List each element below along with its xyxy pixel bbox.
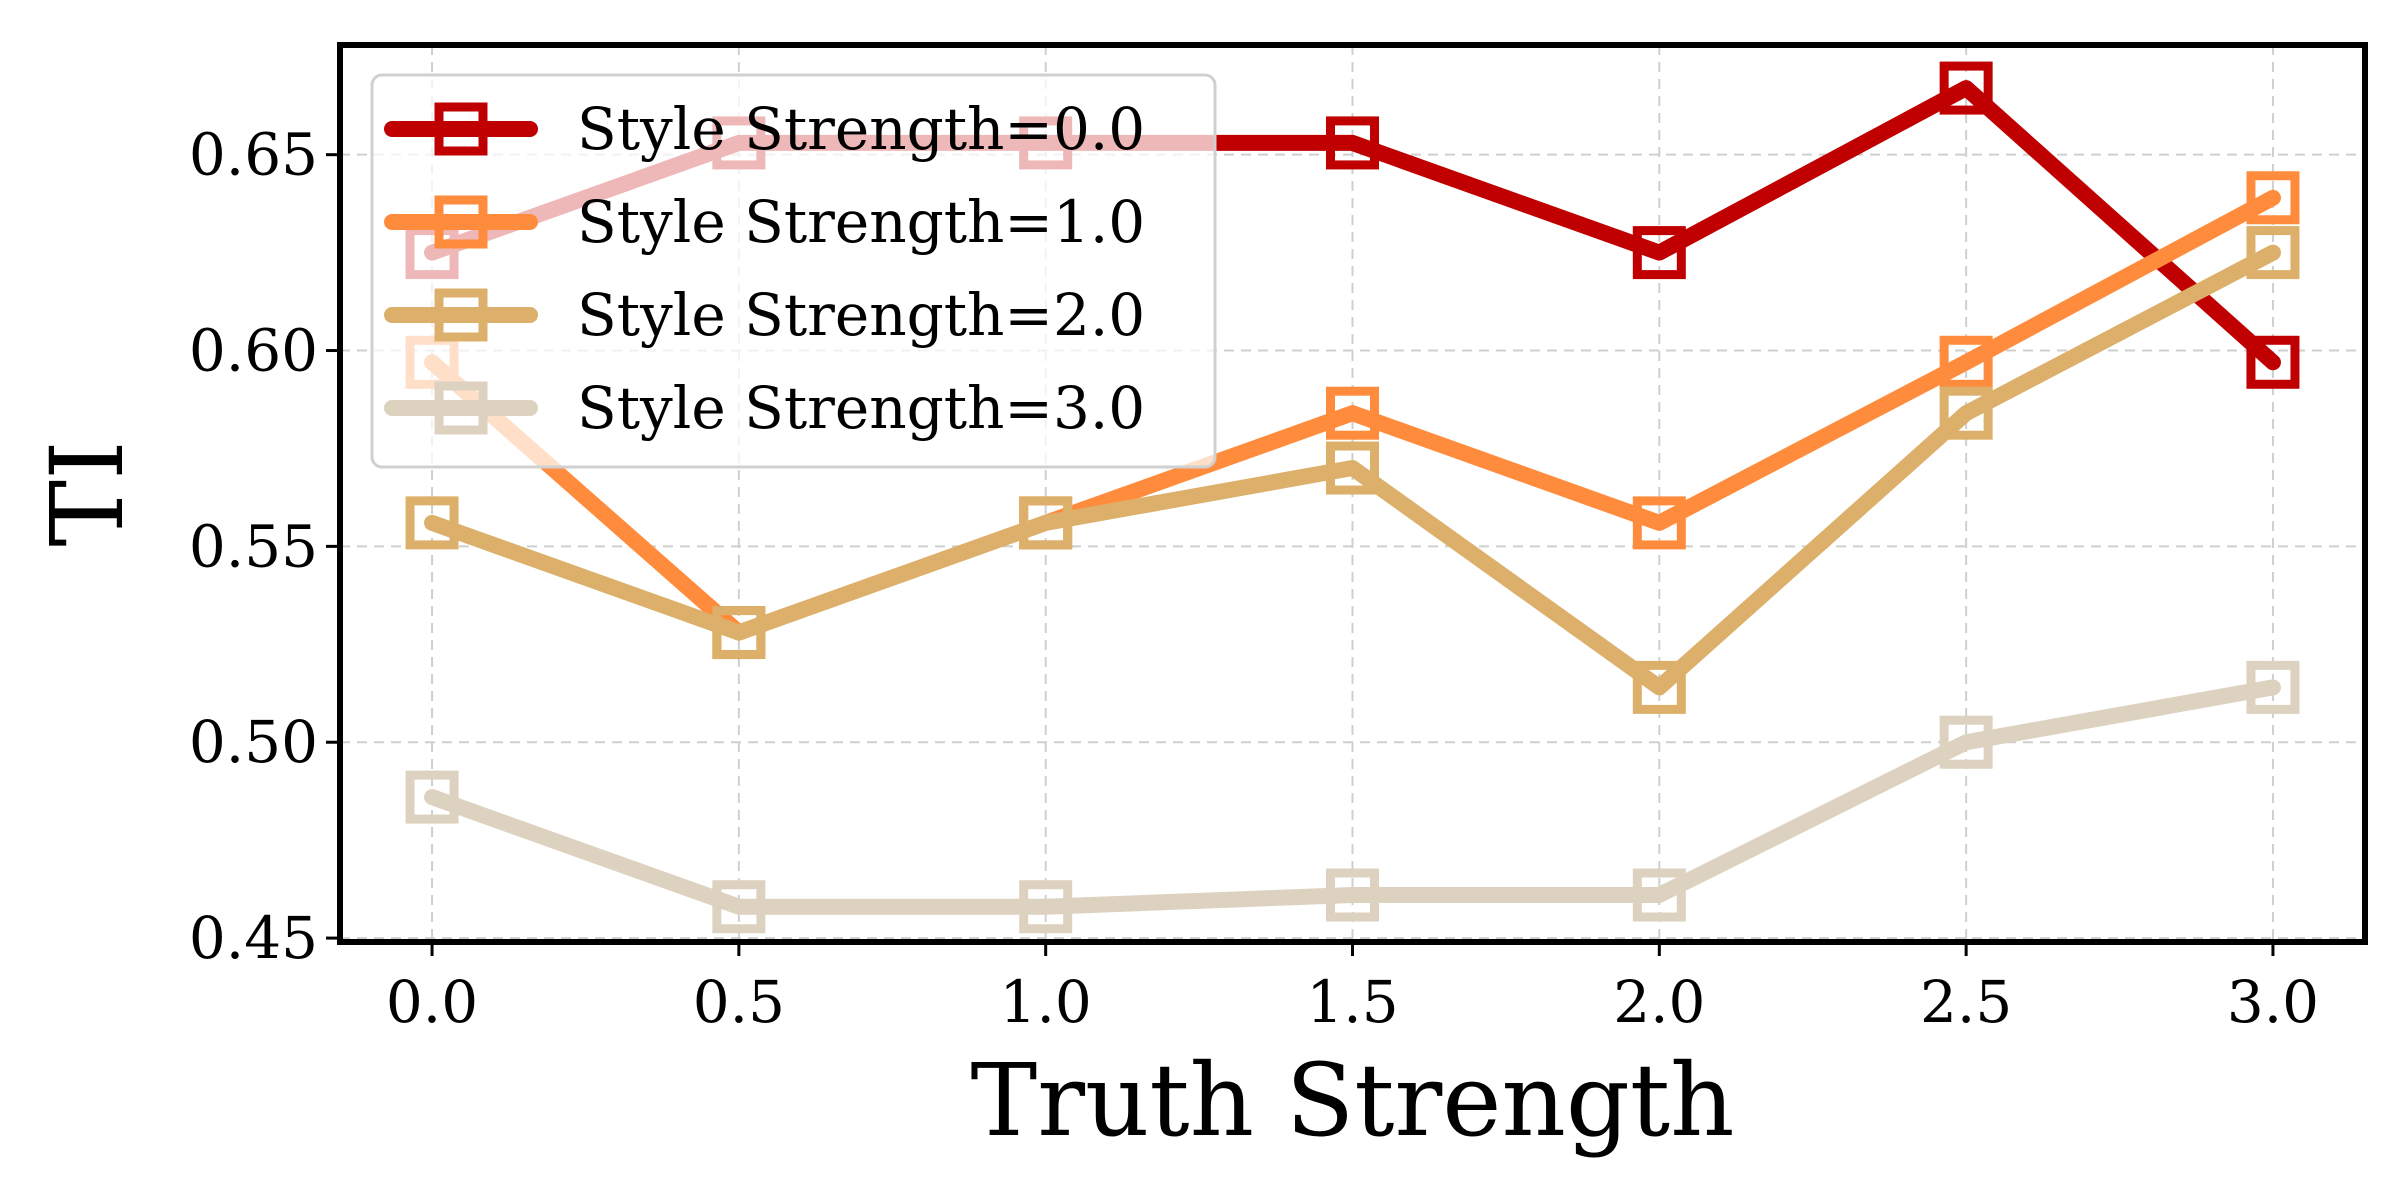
legend-swatch-marker bbox=[434, 195, 488, 249]
data-point bbox=[2246, 171, 2300, 225]
legend-swatch-marker bbox=[434, 102, 488, 156]
data-point bbox=[712, 606, 766, 660]
legend-label: Style Strength=0.0 bbox=[577, 95, 1145, 163]
data-point bbox=[1326, 386, 1379, 440]
data-point bbox=[2246, 226, 2300, 280]
data-point bbox=[1939, 715, 1993, 769]
x-tick-label: 1.0 bbox=[1000, 968, 1092, 1036]
data-point bbox=[2246, 660, 2300, 714]
data-point bbox=[2246, 335, 2300, 389]
data-point bbox=[1632, 868, 1686, 922]
data-point bbox=[1019, 880, 1073, 934]
y-tick-label: 0.55 bbox=[189, 512, 318, 580]
data-point bbox=[1632, 660, 1686, 714]
data-point bbox=[1632, 496, 1686, 550]
x-tick-label: 2.0 bbox=[1613, 968, 1705, 1036]
y-tick-label: 0.50 bbox=[189, 708, 318, 776]
legend-entry: Style Strength=1.0 bbox=[384, 188, 1145, 256]
y-tick-label: 0.60 bbox=[189, 317, 318, 385]
data-point bbox=[1326, 868, 1379, 922]
x-axis-ticks: 0.0 0.5 1.0 1.5 2.0 2.5 3.0 bbox=[386, 942, 2319, 1036]
legend-entry: Style Strength=0.0 bbox=[384, 95, 1145, 163]
x-tick-label: 0.0 bbox=[386, 968, 478, 1036]
data-point bbox=[1939, 335, 1993, 389]
data-point bbox=[1326, 116, 1379, 170]
x-axis-label: Truth Strength bbox=[971, 1042, 1735, 1159]
data-point bbox=[1939, 61, 1993, 115]
x-tick-label: 2.5 bbox=[1920, 968, 2012, 1036]
legend-swatch-marker bbox=[434, 288, 488, 342]
series-line bbox=[424, 244, 2281, 696]
series-2 bbox=[405, 226, 2300, 714]
legend: Style Strength=0.0 Style Strength=1.0 Styl… bbox=[370, 73, 1217, 469]
series-3 bbox=[405, 660, 2300, 934]
legend-label: Style Strength=1.0 bbox=[577, 188, 1145, 256]
data-point bbox=[1019, 496, 1073, 550]
y-tick-label: 0.65 bbox=[189, 121, 318, 189]
x-tick-label: 1.5 bbox=[1306, 968, 1398, 1036]
series-line bbox=[424, 679, 2281, 915]
data-point bbox=[1939, 386, 1993, 440]
data-point bbox=[1326, 441, 1379, 495]
data-point bbox=[405, 770, 459, 824]
series-lines bbox=[405, 61, 2300, 934]
legend-label: Style Strength=2.0 bbox=[577, 281, 1145, 349]
data-point bbox=[712, 880, 766, 934]
data-point bbox=[405, 496, 459, 550]
x-tick-label: 0.5 bbox=[693, 968, 785, 1036]
x-tick-label: 3.0 bbox=[2227, 968, 2319, 1036]
legend-box bbox=[370, 73, 1217, 469]
data-point bbox=[1632, 226, 1686, 280]
legend-label: Style Strength=3.0 bbox=[577, 374, 1145, 442]
legend-entry: Style Strength=2.0 bbox=[384, 281, 1145, 349]
y-tick-label: 0.45 bbox=[189, 904, 318, 972]
legend-entry: Style Strength=3.0 bbox=[384, 374, 1145, 442]
legend-swatch-marker bbox=[434, 381, 488, 435]
y-axis-ticks: 0.45 0.50 0.55 0.60 0.65 bbox=[189, 121, 340, 972]
y-axis-label: TI bbox=[29, 440, 146, 546]
